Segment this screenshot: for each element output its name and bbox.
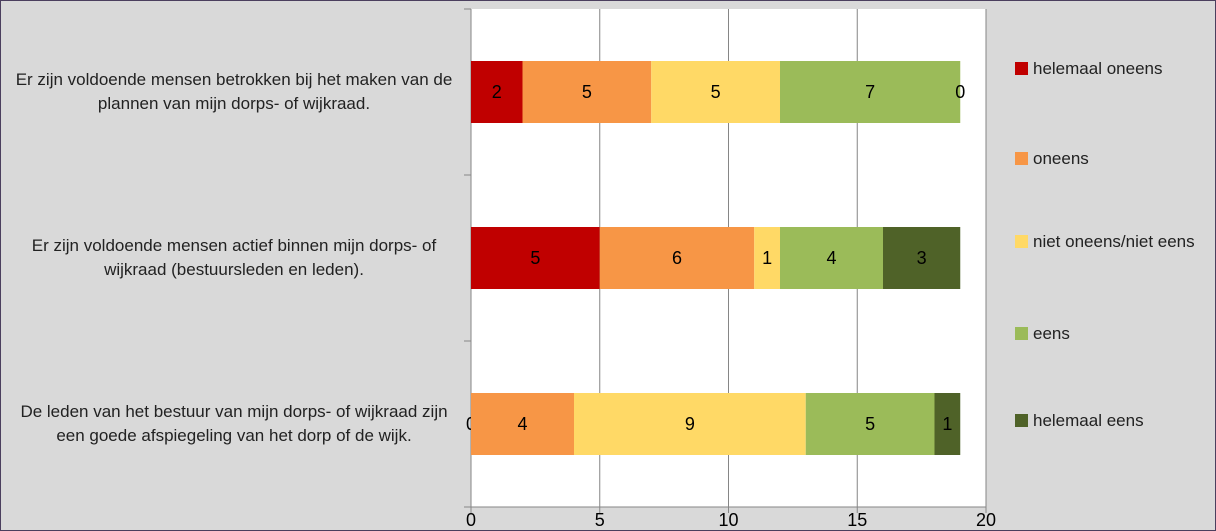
bar-segment bbox=[574, 393, 806, 455]
legend-item: helemaal eens bbox=[1015, 408, 1200, 434]
legend-item: niet oneens/niet eens bbox=[1015, 229, 1200, 255]
data-label: 9 bbox=[685, 414, 695, 434]
data-label: 3 bbox=[917, 248, 927, 268]
data-label: 5 bbox=[711, 82, 721, 102]
legend-swatch bbox=[1015, 414, 1028, 427]
data-label: 5 bbox=[865, 414, 875, 434]
bar-segment bbox=[934, 393, 961, 455]
data-label: 4 bbox=[826, 248, 836, 268]
bar-segment bbox=[471, 393, 574, 455]
bar-segment bbox=[651, 61, 780, 123]
bar-segment bbox=[599, 227, 755, 289]
legend-label: helemaal eens bbox=[1033, 411, 1144, 430]
legend-label: eens bbox=[1033, 324, 1070, 343]
data-label: 2 bbox=[492, 82, 502, 102]
data-label: 5 bbox=[530, 248, 540, 268]
x-tick-label: 20 bbox=[976, 510, 996, 530]
y-tick-label: Er zijn voldoende mensen betrokken bij h… bbox=[15, 70, 453, 113]
data-label: 7 bbox=[865, 82, 875, 102]
data-label: 0 bbox=[955, 82, 965, 102]
legend-swatch bbox=[1015, 152, 1028, 165]
y-tick-label: Er zijn voldoende mensen actief binnen m… bbox=[31, 236, 437, 279]
x-tick-label: 5 bbox=[595, 510, 605, 530]
bar-segment bbox=[522, 61, 652, 123]
legend-swatch bbox=[1015, 235, 1028, 248]
legend-label: oneens bbox=[1033, 149, 1089, 168]
x-tick-label: 0 bbox=[466, 510, 476, 530]
bar-segment bbox=[780, 61, 961, 123]
legend-item: helemaal oneens bbox=[1015, 56, 1200, 82]
legend-label: niet oneens/niet eens bbox=[1033, 232, 1195, 251]
legend-item: oneens bbox=[1015, 146, 1200, 172]
legend-swatch bbox=[1015, 327, 1028, 340]
bar-segment bbox=[780, 227, 883, 289]
bar-segment bbox=[883, 227, 961, 289]
x-tick-label: 15 bbox=[847, 510, 867, 530]
legend-label: helemaal oneens bbox=[1033, 59, 1163, 78]
bar-segment bbox=[805, 393, 935, 455]
data-label: 1 bbox=[762, 248, 772, 268]
x-tick-label: 10 bbox=[718, 510, 738, 530]
y-tick-label: De leden van het bestuur van mijn dorps-… bbox=[20, 402, 448, 445]
bar-segment bbox=[471, 227, 600, 289]
bar-segment bbox=[754, 227, 780, 289]
legend-swatch bbox=[1015, 62, 1028, 75]
bar-segment bbox=[471, 61, 523, 123]
legend-item: eens bbox=[1015, 321, 1200, 347]
data-label: 1 bbox=[942, 414, 952, 434]
data-label: 4 bbox=[517, 414, 527, 434]
data-label: 6 bbox=[672, 248, 682, 268]
data-label: 5 bbox=[582, 82, 592, 102]
